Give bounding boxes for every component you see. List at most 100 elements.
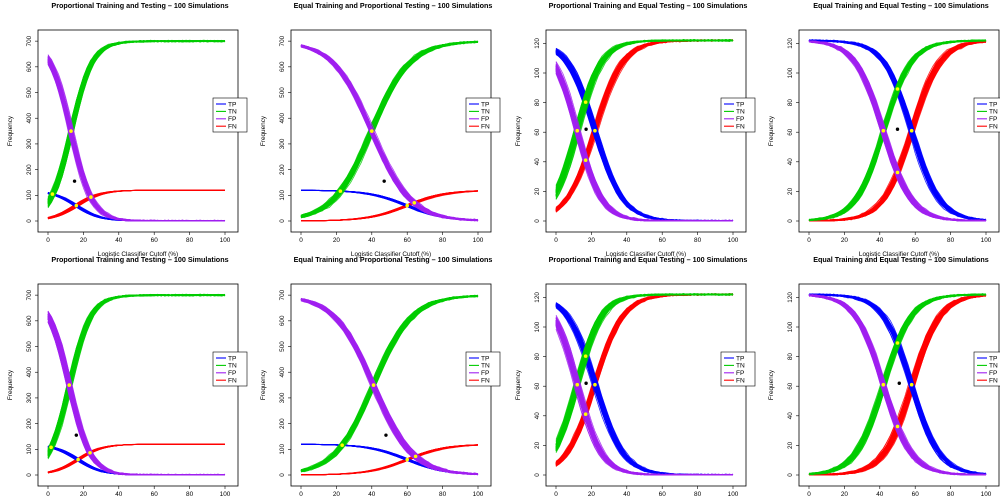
y-axis-label: Frequency <box>768 369 775 400</box>
y-tick-label: 400 <box>279 112 286 123</box>
series-tn-line <box>808 294 987 475</box>
series-fn-line <box>808 40 987 222</box>
series-tp-line <box>555 302 733 476</box>
y-tick-label: 100 <box>787 321 794 332</box>
series-fp-line <box>808 295 987 476</box>
series-fp-line <box>300 46 479 221</box>
series-tp-line <box>555 51 734 222</box>
series-fp-line <box>808 41 986 222</box>
series-tn-line <box>300 41 479 217</box>
series-fp-line <box>47 57 225 222</box>
series-fp-line <box>808 40 986 222</box>
series-tn-line <box>808 293 987 475</box>
x-tick-label: 20 <box>333 491 341 496</box>
series-fn-line <box>555 293 734 464</box>
series-tp-line <box>555 50 734 222</box>
series-tn-line <box>300 295 479 470</box>
series-fn-line <box>808 40 987 222</box>
series-tp-line <box>555 51 734 222</box>
series-tp-line <box>555 303 734 476</box>
series-fn-line <box>555 293 734 465</box>
series-tn-line <box>555 39 733 189</box>
y-tick-label: 100 <box>279 190 286 201</box>
series-fn-line <box>808 40 987 222</box>
x-tick-label: 60 <box>912 491 920 496</box>
series-tn-line <box>808 294 987 475</box>
series-fn-line <box>809 41 987 222</box>
series-fp-line <box>47 62 225 222</box>
series-tp-line <box>809 294 987 475</box>
y-tick-label: 100 <box>279 444 286 455</box>
crossing-marker <box>895 424 900 429</box>
series-fn-line <box>555 293 734 464</box>
series-tp-line <box>809 293 987 475</box>
series-fp-line <box>300 298 479 475</box>
series-fp-line <box>808 295 987 476</box>
crossing-marker <box>340 443 344 448</box>
y-tick-label: 0 <box>26 219 33 223</box>
series-tp-line <box>555 51 734 222</box>
series-fn-line <box>555 293 734 465</box>
series-fn-line <box>555 293 734 466</box>
series-tn-line <box>808 293 987 475</box>
panel-2-2: Equal Training and Proportional Testing … <box>260 255 501 496</box>
y-tick-label: 40 <box>787 158 794 166</box>
y-tick-label: 400 <box>26 112 33 123</box>
series-tn-line <box>808 293 987 475</box>
series-fn-line <box>808 295 987 476</box>
series-tp-line <box>555 51 734 222</box>
series-fp-line <box>808 295 986 476</box>
series-fn-line <box>809 295 986 476</box>
series-fn-line <box>808 40 987 222</box>
series-tp-line <box>555 51 734 222</box>
series-fn-line <box>808 295 987 476</box>
series-fp-line <box>808 40 987 222</box>
panel-title: Proportional Training and Testing – 100 … <box>51 1 228 10</box>
series-tp-line <box>808 293 987 475</box>
series-fn-line <box>809 294 987 476</box>
black-point <box>584 381 588 385</box>
series-fp-line <box>808 41 987 222</box>
series-fn-line <box>555 293 734 466</box>
x-tick-label: 60 <box>659 237 667 244</box>
y-tick-label: 100 <box>26 190 33 201</box>
series-tn-line <box>300 41 479 217</box>
series-tn-line <box>808 294 987 475</box>
series-fn-line <box>555 293 734 465</box>
series-fn-line <box>808 41 987 222</box>
series-fp-line <box>300 44 479 222</box>
series-tp-line <box>555 51 734 222</box>
series-fp-line <box>808 294 986 476</box>
series-tp-line <box>808 294 987 475</box>
legend-label-fn: FN <box>989 378 998 385</box>
series-fn-line <box>808 40 987 222</box>
series-fn-line <box>808 294 987 476</box>
series-fp-line <box>808 40 987 222</box>
y-tick-label: 60 <box>534 128 541 136</box>
legend-label-tp: TP <box>228 355 237 362</box>
x-tick-label: 100 <box>728 491 739 496</box>
series-tp-line <box>808 294 987 475</box>
series-fn-line <box>555 293 734 467</box>
series-fp-line <box>808 294 986 476</box>
series-fn-line <box>555 293 734 467</box>
series-fn-line <box>808 294 987 476</box>
series-fn-line <box>809 40 987 222</box>
series-fp-line <box>808 294 987 476</box>
legend-label-tp: TP <box>989 101 998 108</box>
series-tp-line <box>555 49 734 222</box>
crossing-marker <box>575 382 580 387</box>
series-tn-line <box>300 295 479 471</box>
legend-label-fp: FP <box>736 116 745 123</box>
series-fp-line <box>808 295 987 476</box>
series-fp-line <box>808 294 987 476</box>
series-fn-line <box>809 294 987 476</box>
series-tp-line <box>555 50 733 222</box>
series-fn-line <box>809 41 987 222</box>
series-tp-line <box>808 293 987 475</box>
series-tp-line <box>808 294 987 475</box>
series-fp-line <box>300 299 479 476</box>
series-tp-line <box>555 303 734 476</box>
